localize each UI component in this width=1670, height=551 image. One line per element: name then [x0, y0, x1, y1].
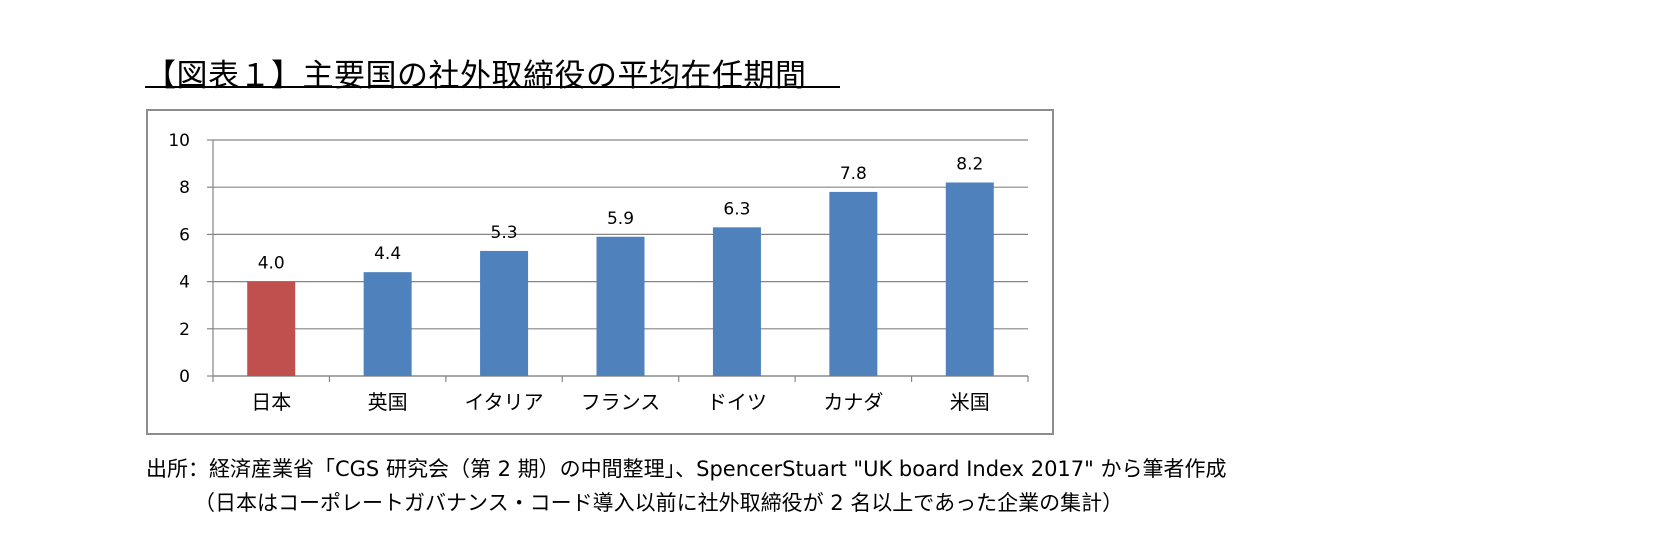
y-tick-label: 10 [168, 131, 190, 151]
category-label: 米国 [950, 390, 990, 414]
source-note: 出所：経済産業省「CGS 研究会（第 2 期）の中間整理」、SpencerStu… [146, 452, 1226, 520]
data-label: 4.0 [258, 254, 285, 274]
y-tick-label: 4 [179, 273, 190, 293]
y-tick-label: 0 [179, 367, 190, 387]
bar-chart: 0 2 4 6 8 10 4.0 日本 4.4 英国 5.3 イタリア 5.9 フランス 6.3 ドイツ 7.8… [168, 131, 1029, 414]
y-tick-label: 2 [179, 320, 190, 340]
data-label: 8.2 [956, 154, 983, 174]
bar [363, 272, 412, 376]
data-label: 5.3 [491, 223, 518, 243]
bar [712, 227, 761, 376]
category-label: 日本 [251, 390, 291, 414]
category-label: カナダ [823, 390, 883, 414]
source-line-1: 出所：経済産業省「CGS 研究会（第 2 期）の中間整理」、SpencerStu… [146, 457, 1227, 481]
bar [945, 182, 994, 376]
bar [829, 191, 878, 376]
y-tick-label: 6 [179, 225, 190, 245]
category-label: イタリア [464, 390, 543, 414]
bar [596, 236, 645, 376]
bar [247, 281, 296, 376]
category-label: 英国 [368, 390, 408, 414]
chart-title: 【図表１】主要国の社外取締役の平均在任期間 [145, 58, 807, 94]
source-line-2: （日本はコーポレートガバナンス・コード導入以前に社外取締役が 2 名以上であった… [194, 491, 1124, 515]
data-label: 5.9 [607, 209, 634, 229]
data-label: 6.3 [723, 199, 750, 219]
category-label: フランス [581, 390, 661, 414]
data-label: 7.8 [840, 164, 867, 184]
chart-frame: 0 2 4 6 8 10 4.0 日本 4.4 英国 5.3 イタリア 5.9 フランス 6.3 ドイツ 7.8… [146, 109, 1054, 435]
category-label: ドイツ [707, 390, 767, 414]
bar [480, 250, 529, 376]
data-label: 4.4 [374, 244, 401, 264]
y-tick-label: 8 [179, 178, 190, 198]
title-underline [145, 86, 840, 88]
